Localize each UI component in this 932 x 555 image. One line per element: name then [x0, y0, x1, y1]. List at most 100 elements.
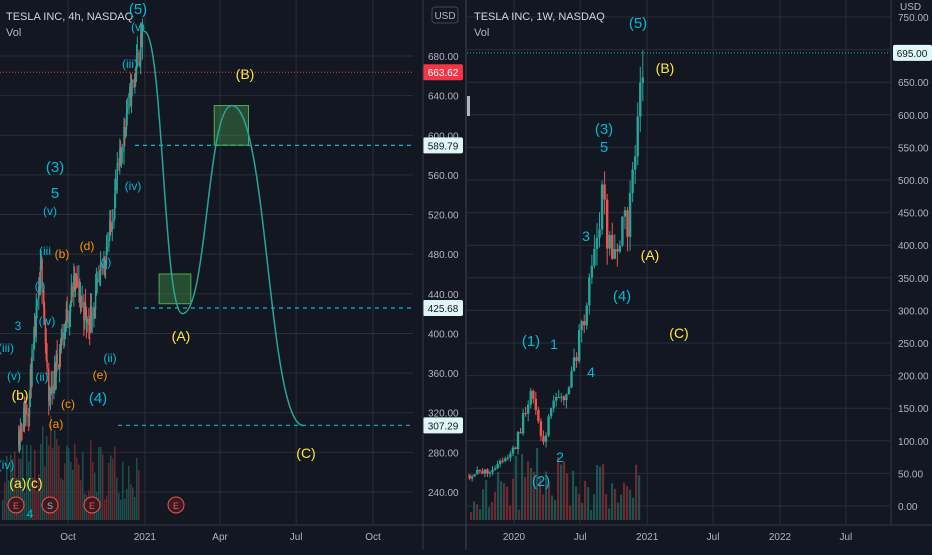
left-volume-bar	[38, 474, 40, 520]
right-volume-bar	[554, 500, 557, 520]
right-volume-bar	[596, 464, 599, 520]
left-candle	[73, 274, 76, 285]
right-volume-bar	[569, 505, 572, 520]
left-candle	[129, 87, 132, 106]
right-volume-bar	[566, 473, 569, 520]
right-candle	[605, 199, 609, 249]
left-price-tick: 440.00	[428, 290, 459, 301]
right-price-tick: 0.00	[898, 502, 918, 513]
left-candle	[58, 348, 61, 370]
left-candle	[91, 319, 93, 321]
right-volume-bar	[470, 511, 473, 520]
left-volume-bar	[72, 469, 74, 520]
left-candle	[38, 286, 40, 299]
left-price-tick: 360.00	[428, 369, 459, 380]
right-price-tick: 300.00	[898, 306, 929, 317]
right-candle	[572, 357, 576, 372]
left-candle	[89, 305, 92, 331]
event-marker[interactable]	[7, 496, 25, 514]
left-price-tag	[423, 64, 463, 81]
left-wave-label: (v)	[7, 369, 21, 383]
left-volume-bar	[94, 472, 96, 520]
right-volume-bar	[500, 481, 503, 520]
right-title: TESLA INC, 1W, NASDAQ	[474, 11, 605, 23]
event-marker[interactable]	[83, 496, 101, 514]
left-candle	[90, 305, 93, 320]
right-wave-label-yellow: (A)	[641, 247, 660, 263]
left-volume-bar	[4, 482, 6, 520]
left-wave-label-orange: (a)	[49, 417, 64, 431]
left-wave-label: (iv)	[0, 458, 14, 472]
right-candle	[621, 216, 624, 246]
left-candle	[131, 79, 134, 81]
left-candle	[45, 343, 47, 360]
left-candle	[63, 328, 66, 339]
left-candle	[124, 129, 127, 131]
right-price-tick: 350.00	[898, 274, 929, 285]
left-candle	[94, 308, 96, 310]
right-candle	[483, 469, 487, 474]
left-candle	[135, 55, 138, 76]
right-candle	[557, 397, 560, 399]
left-volume-bar	[130, 484, 132, 520]
left-candle	[129, 87, 131, 94]
right-volume-bar	[614, 488, 617, 520]
left-price-tag-label: 663.62	[428, 68, 459, 79]
right-candle	[575, 357, 578, 361]
left-candle	[28, 391, 31, 417]
left-volume-bar	[134, 496, 136, 520]
left-candle	[28, 414, 30, 417]
right-candle	[496, 464, 499, 469]
left-candle	[38, 286, 41, 289]
right-candle	[511, 447, 515, 454]
right-volume-bar	[545, 471, 548, 520]
right-volume-bar	[512, 478, 515, 520]
right-volume-bar	[593, 494, 596, 520]
left-candle	[78, 281, 81, 302]
left-volume-bar	[58, 445, 60, 520]
left-price-tick: 400.00	[428, 329, 459, 340]
left-currency-button[interactable]	[431, 6, 459, 24]
left-candle	[33, 326, 36, 343]
right-candle	[544, 435, 548, 442]
right-wave-label: 3	[582, 228, 590, 244]
left-volume-bar	[44, 466, 46, 520]
left-candle	[89, 325, 91, 331]
left-candle	[80, 298, 83, 303]
right-candle	[501, 460, 504, 462]
right-candle	[611, 234, 614, 259]
left-candle	[141, 22, 144, 47]
event-marker-label: E	[13, 501, 19, 511]
left-candle	[119, 148, 122, 155]
left-candle	[109, 220, 112, 225]
event-marker[interactable]	[167, 496, 185, 514]
right-price-tick: 50.00	[898, 469, 923, 480]
left-price-tick: 600.00	[428, 131, 459, 142]
projection-curve	[143, 30, 304, 427]
right-candle	[555, 397, 558, 401]
left-volume-bar	[64, 463, 66, 520]
left-wave-label: (v)	[43, 204, 57, 218]
left-candle	[119, 148, 121, 165]
left-currency-button-label: USD	[434, 11, 455, 22]
right-candle	[552, 400, 555, 409]
right-volume-bar	[473, 501, 476, 520]
right-candle	[633, 156, 637, 170]
left-time-tick: 2021	[134, 532, 157, 543]
right-candle	[577, 330, 581, 361]
right-scroll-handle[interactable]	[467, 96, 470, 116]
left-candle	[100, 262, 103, 264]
left-candle	[138, 52, 140, 66]
right-candle	[478, 469, 481, 472]
left-candle	[75, 273, 78, 276]
right-volume-bar	[542, 494, 545, 520]
left-wave-label: (ii)	[103, 351, 116, 365]
event-marker[interactable]	[41, 496, 59, 514]
right-volume-bar	[536, 447, 539, 520]
left-candle	[114, 194, 116, 219]
left-candle	[79, 298, 82, 302]
right-volume-bar	[626, 486, 629, 520]
right-volume-bar	[509, 505, 512, 520]
